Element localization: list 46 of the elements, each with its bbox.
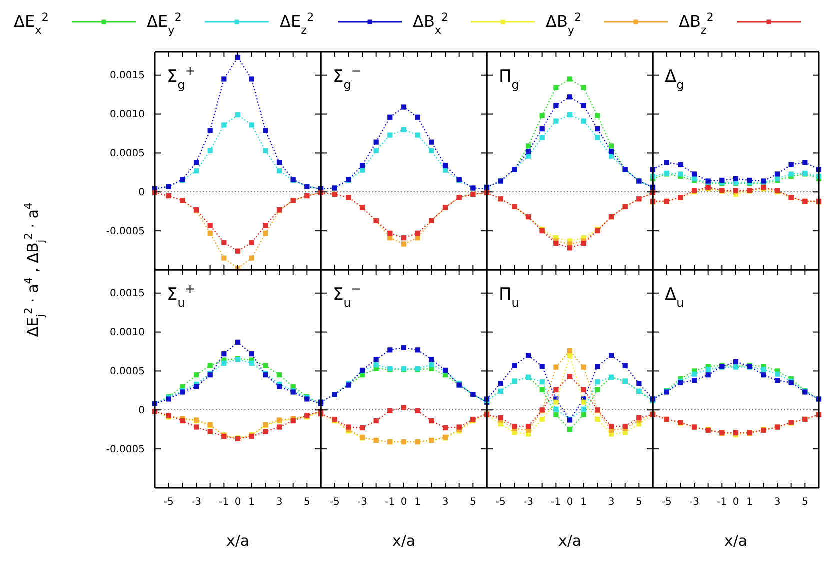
y-tick-label: -0.0005 bbox=[106, 444, 145, 456]
y-tick-label: 0 bbox=[138, 187, 145, 198]
text: Δ$_{g}$ bbox=[665, 67, 684, 92]
x-tick-label: -1 bbox=[385, 497, 396, 508]
x-tick-label: -1 bbox=[219, 497, 230, 508]
y-tick-label: 0.0010 bbox=[110, 327, 145, 338]
x-tick-label: 1 bbox=[248, 497, 256, 508]
text: Π$_{u}$ bbox=[499, 285, 520, 310]
x-tick-label: -5 bbox=[496, 497, 506, 508]
x-tick-label: 5 bbox=[636, 497, 642, 508]
y-tick-label: 0 bbox=[138, 405, 145, 416]
x-tick-label: 5 bbox=[304, 497, 310, 508]
y-tick-label: 0.0015 bbox=[110, 70, 145, 82]
x-tick-label: -5 bbox=[330, 497, 340, 508]
text: Π$_{g}$ bbox=[499, 67, 520, 92]
x-tick-label: 0 bbox=[566, 497, 574, 508]
x-tick-label: 1 bbox=[414, 497, 422, 508]
x-axis-title: x/a bbox=[226, 532, 250, 550]
y-tick-label: 0.0015 bbox=[110, 288, 145, 300]
x-tick-label: 5 bbox=[470, 497, 476, 508]
x-tick-label: 5 bbox=[802, 497, 808, 508]
x-tick-label: 3 bbox=[774, 497, 781, 508]
x-tick-label: -5 bbox=[662, 497, 672, 508]
x-tick-label: -5 bbox=[164, 497, 174, 508]
x-tick-label: -3 bbox=[690, 497, 700, 508]
x-tick-label: 1 bbox=[580, 497, 588, 508]
x-tick-label: 3 bbox=[442, 497, 449, 508]
x-axis-title: x/a bbox=[724, 532, 748, 550]
y-tick-label: 0.0005 bbox=[110, 148, 145, 160]
y-tick-label: -0.0005 bbox=[106, 226, 145, 238]
text: Δ$_{u}$ bbox=[665, 285, 684, 310]
x-axis-title: x/a bbox=[558, 532, 582, 550]
x-tick-label: 0 bbox=[732, 497, 740, 508]
x-tick-label: 3 bbox=[608, 497, 615, 508]
x-tick-label: 1 bbox=[746, 497, 754, 508]
x-tick-label: 3 bbox=[276, 497, 283, 508]
x-tick-label: -3 bbox=[358, 497, 368, 508]
x-tick-label: -3 bbox=[524, 497, 534, 508]
y-tick-label: 0.0010 bbox=[110, 109, 145, 120]
x-tick-label: -3 bbox=[192, 497, 202, 508]
x-axis-title: x/a bbox=[392, 532, 416, 550]
x-tick-label: -1 bbox=[717, 497, 728, 508]
x-tick-label: 0 bbox=[234, 497, 242, 508]
x-tick-label: -1 bbox=[551, 497, 562, 508]
x-tick-label: 0 bbox=[400, 497, 408, 508]
y-tick-label: 0.0005 bbox=[110, 366, 145, 378]
